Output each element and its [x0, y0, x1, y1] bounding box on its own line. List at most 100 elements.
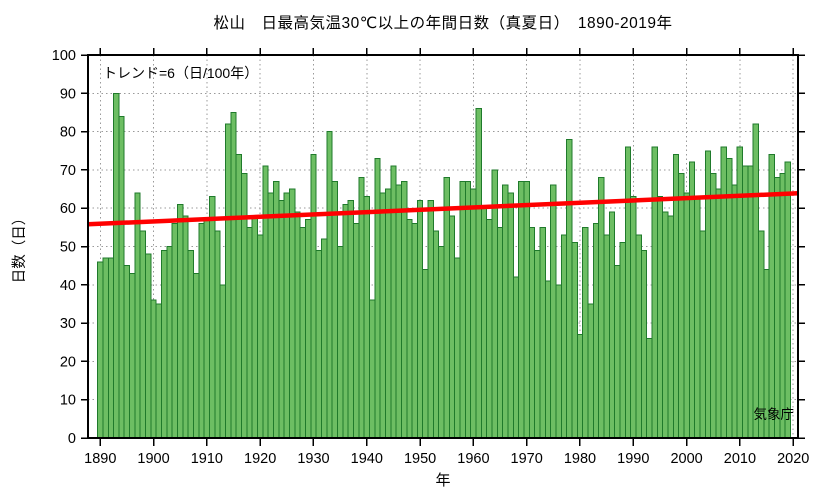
bar-1920 [257, 234, 264, 439]
bar-1931 [315, 249, 322, 439]
bar-1936 [342, 203, 349, 439]
y-tick-label-20: 20 [60, 354, 76, 370]
bar-1965 [496, 226, 504, 439]
bar-2002 [694, 196, 701, 439]
bar-1917 [241, 173, 248, 439]
bar-1949 [411, 223, 418, 439]
bar-1969 [518, 180, 525, 439]
x-tick-label-2020: 2020 [777, 451, 809, 467]
y-axis-label: 日数（日） [12, 210, 28, 284]
bar-1978 [566, 138, 573, 439]
y-tick-label-10: 10 [60, 393, 76, 409]
bar-1993 [646, 337, 653, 439]
bar-1907 [187, 249, 195, 439]
x-tick-label-1920: 1920 [244, 451, 276, 467]
bar-2008 [726, 157, 733, 439]
bar-1991 [635, 234, 642, 439]
y-tick-label-0: 0 [68, 431, 76, 447]
bar-1940 [363, 196, 370, 439]
bar-1995 [656, 196, 664, 439]
bar-2012 [747, 165, 754, 439]
x-tick-label-2000: 2000 [670, 451, 702, 467]
bar-1984 [598, 177, 605, 439]
bar-1924 [278, 200, 285, 439]
bar-1999 [678, 173, 685, 439]
bar-1944 [384, 188, 392, 439]
bar-1903 [166, 246, 173, 439]
bar-1950 [416, 200, 424, 439]
bar-1910 [203, 219, 211, 439]
bar-1896 [129, 272, 136, 439]
bar-1953 [432, 230, 440, 439]
bar-2004 [704, 150, 712, 439]
y-tick-label-100: 100 [52, 48, 76, 64]
bar-1994 [651, 146, 658, 439]
bar-1916 [235, 154, 243, 439]
bar-1964 [491, 169, 498, 439]
bar-1974 [544, 280, 552, 439]
x-tick-label-2010: 2010 [724, 451, 756, 467]
bar-1941 [368, 299, 376, 439]
x-tick-label-1990: 1990 [617, 451, 649, 467]
bar-1898 [139, 230, 147, 439]
bar-1930 [310, 154, 317, 439]
bar-1899 [145, 253, 152, 439]
bar-1979 [571, 242, 578, 439]
bar-1937 [347, 200, 354, 439]
bar-1952 [427, 200, 434, 439]
y-tick-label-70: 70 [60, 163, 76, 179]
bar-1986 [608, 211, 616, 439]
bar-1970 [523, 180, 530, 439]
x-tick-label-1900: 1900 [137, 451, 169, 467]
bar-2017 [774, 177, 781, 439]
x-tick-label-1960: 1960 [457, 451, 489, 467]
bar-1890 [97, 261, 104, 439]
bar-1895 [123, 265, 131, 439]
bar-1913 [219, 284, 227, 439]
bar-1926 [288, 188, 296, 439]
x-tick-label-1950: 1950 [404, 451, 436, 467]
bar-1943 [379, 192, 386, 439]
trend-annotation: トレンド=6（日/100年） [103, 65, 259, 81]
bar-1906 [182, 215, 189, 439]
bar-1919 [251, 215, 259, 439]
bar-2006 [715, 188, 722, 439]
bar-1963 [486, 219, 493, 439]
bar-1955 [443, 177, 450, 439]
bar-2011 [742, 165, 749, 439]
bar-1942 [374, 157, 381, 439]
bar-2000 [683, 192, 690, 439]
bar-2010 [736, 146, 744, 439]
bar-1893 [113, 92, 120, 439]
agency-credit: 気象庁 [753, 407, 795, 422]
bar-1967 [507, 192, 514, 439]
bar-1938 [352, 223, 360, 439]
y-tick-label-80: 80 [60, 125, 76, 141]
bar-1900 [150, 299, 157, 439]
trend-line [87, 191, 799, 227]
bar-2005 [710, 173, 717, 439]
bar-2001 [688, 161, 696, 439]
x-axis-label: 年 [435, 472, 451, 489]
x-tick-label-1980: 1980 [564, 451, 596, 467]
bar-1932 [320, 238, 328, 439]
bar-1911 [209, 196, 216, 439]
bar-1902 [161, 249, 168, 439]
bar-1918 [246, 226, 253, 439]
bar-1956 [448, 215, 456, 439]
bar-2018 [779, 173, 786, 439]
bar-1983 [592, 223, 600, 439]
bar-1894 [118, 115, 125, 439]
bar-1992 [640, 249, 648, 439]
bar-1958 [459, 180, 466, 439]
y-tick-label-90: 90 [60, 86, 76, 102]
bar-2016 [768, 154, 776, 439]
page-title: 松山 日最高気温30℃以上の年間日数（真夏日） 1890-2019年 [213, 15, 673, 32]
bar-1971 [528, 226, 536, 439]
bar-1923 [272, 180, 280, 439]
bar-2013 [752, 123, 760, 439]
bar-1982 [587, 303, 594, 439]
bar-1962 [480, 207, 488, 439]
bar-1948 [406, 219, 413, 439]
